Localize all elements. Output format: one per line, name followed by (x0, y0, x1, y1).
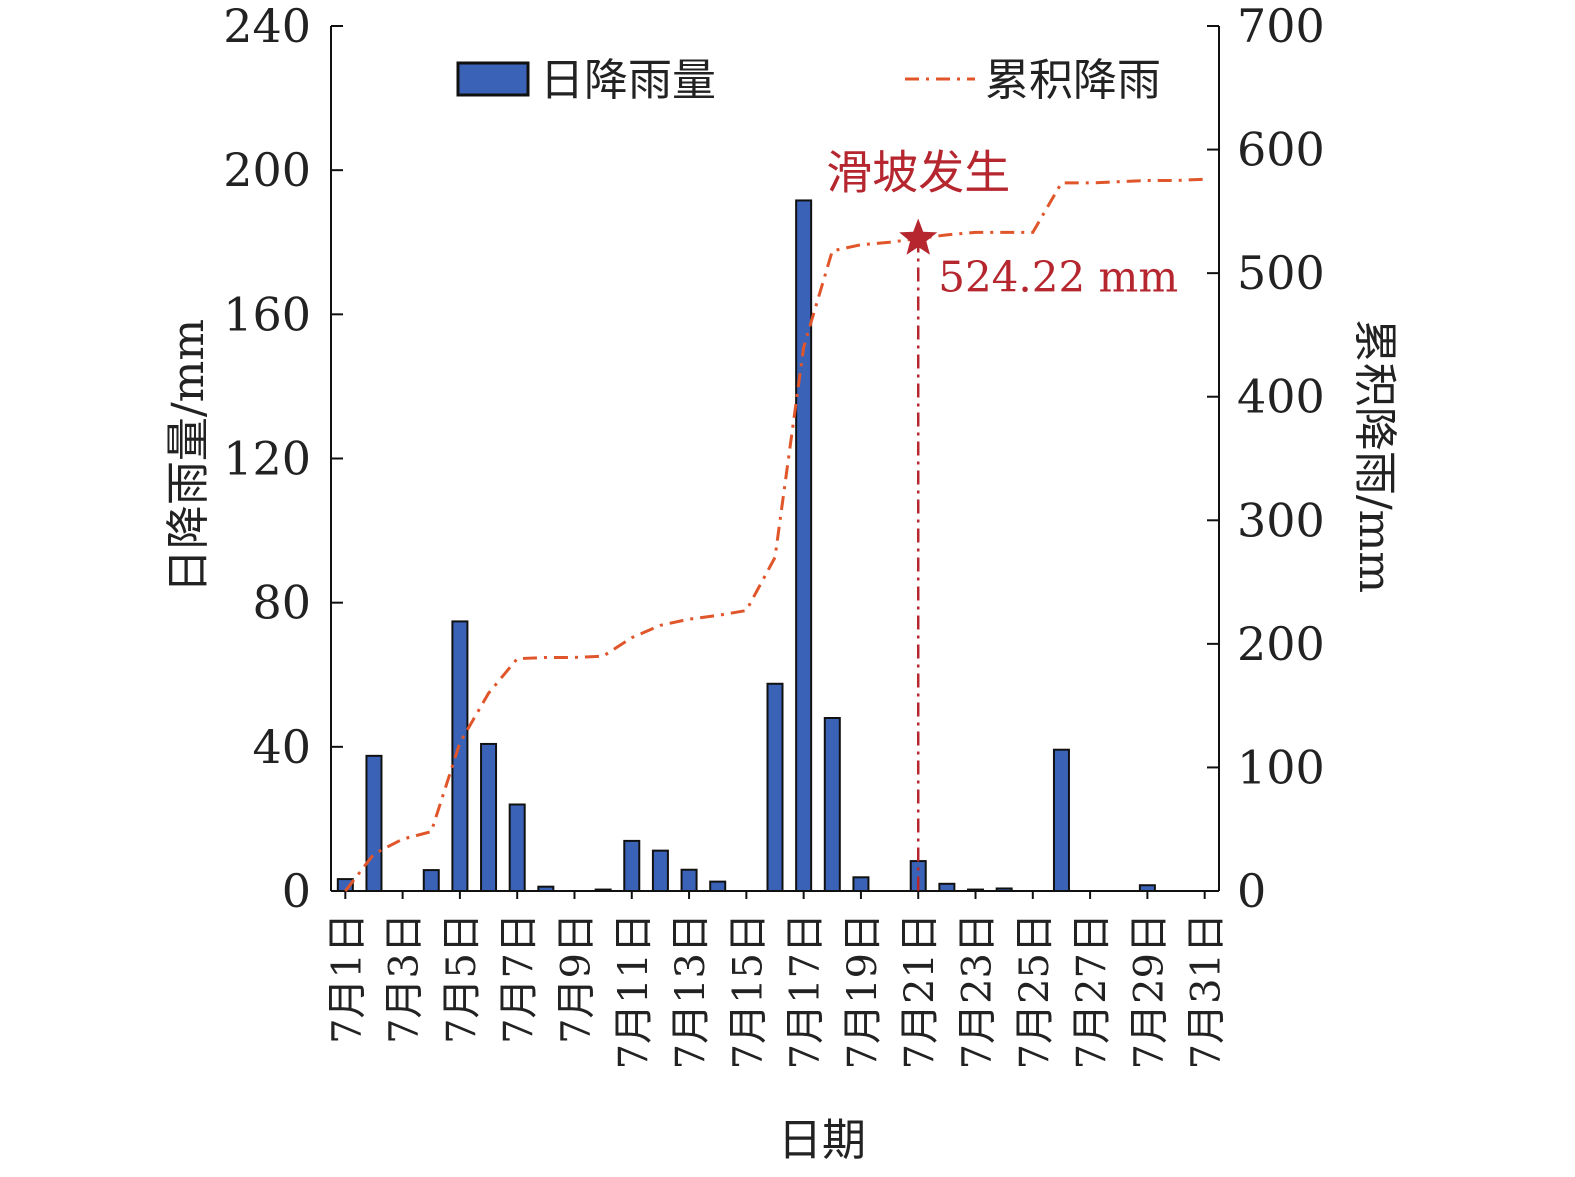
x-tick-label: 7月19日 (840, 913, 886, 1069)
legend-swatch-daily (456, 61, 530, 97)
x-tick-label: 7月21日 (897, 913, 943, 1069)
y-axis-label-right: 累积降雨/mm (1349, 319, 1400, 593)
bar (795, 199, 813, 893)
bar (1138, 884, 1156, 893)
x-tick-label: 7月23日 (955, 913, 1001, 1069)
bar (852, 876, 870, 892)
x-tick-label: 7月5日 (439, 913, 485, 1044)
y-tick-label-left: 200 (223, 143, 311, 197)
landslide-value-label: 524.22 mm (938, 253, 1178, 302)
x-tick-label: 7月7日 (496, 913, 542, 1044)
x-tick-label: 7月1日 (324, 913, 370, 1044)
bar (938, 882, 956, 893)
y-tick-label-right: 700 (1237, 0, 1325, 53)
bar (995, 887, 1013, 893)
legend-label-cumulative: 累积降雨 (985, 55, 1161, 106)
y-tick-label-left: 0 (282, 864, 311, 918)
bar (623, 839, 641, 893)
bar (709, 880, 727, 892)
x-tick-label: 7月25日 (1012, 913, 1058, 1069)
bar (451, 620, 469, 892)
y-tick-label-right: 0 (1237, 864, 1266, 918)
y-tick-label-right: 200 (1237, 617, 1325, 671)
x-tick-label: 7月29日 (1126, 913, 1172, 1069)
x-tick-label: 7月15日 (725, 913, 771, 1069)
cumulative-line-path (344, 177, 1205, 892)
landslide-label: 滑坡发生 (826, 146, 1010, 200)
x-tick-label: 7月27日 (1069, 913, 1115, 1069)
legend: 日降雨量 累积降雨 (456, 55, 1161, 106)
y-tick-label-right: 400 (1237, 370, 1325, 424)
y-tick-label-left: 240 (223, 0, 311, 53)
x-tick-label: 7月13日 (668, 913, 714, 1069)
x-tick-label: 7月11日 (611, 913, 657, 1069)
bar (422, 869, 440, 892)
bar (1052, 748, 1070, 893)
x-tick-label: 7月9日 (553, 913, 599, 1044)
x-tick-label: 7月31日 (1184, 913, 1230, 1069)
bar (508, 803, 526, 892)
x-tick-label: 7月17日 (783, 913, 829, 1069)
bar (766, 682, 784, 893)
y-tick-label-right: 100 (1237, 740, 1325, 794)
bar (680, 868, 698, 892)
x-tick-label: 7月3日 (382, 913, 428, 1044)
bar (537, 885, 555, 892)
bar (967, 888, 985, 893)
y-tick-label-right: 500 (1237, 246, 1325, 300)
axes: 0 40 80 120 160 200 240 0 100 200 300 400 500 600 700 7… (223, 0, 1325, 1069)
cumulative-rainfall-line (344, 177, 1205, 892)
bar (823, 717, 841, 892)
daily-rainfall-bars (336, 199, 1156, 893)
bar (594, 888, 612, 893)
landslide-annotation: 滑坡发生 524.22 mm (826, 146, 1178, 891)
y-axis-label-left: 日降雨量/mm (163, 319, 214, 593)
y-tick-label-right: 300 (1237, 493, 1325, 547)
landslide-star-icon (899, 218, 938, 255)
y-tick-label-left: 80 (252, 576, 311, 630)
bar (365, 754, 383, 892)
y-tick-label-right: 600 (1237, 123, 1325, 177)
y-tick-label-left: 160 (223, 287, 311, 341)
y-tick-label-left: 40 (252, 720, 311, 774)
bar (651, 849, 669, 893)
x-axis-label: 日期 (778, 1115, 866, 1166)
y-tick-label-left: 120 (223, 432, 311, 486)
legend-label-daily: 日降雨量 (540, 55, 716, 106)
bar (480, 742, 498, 893)
